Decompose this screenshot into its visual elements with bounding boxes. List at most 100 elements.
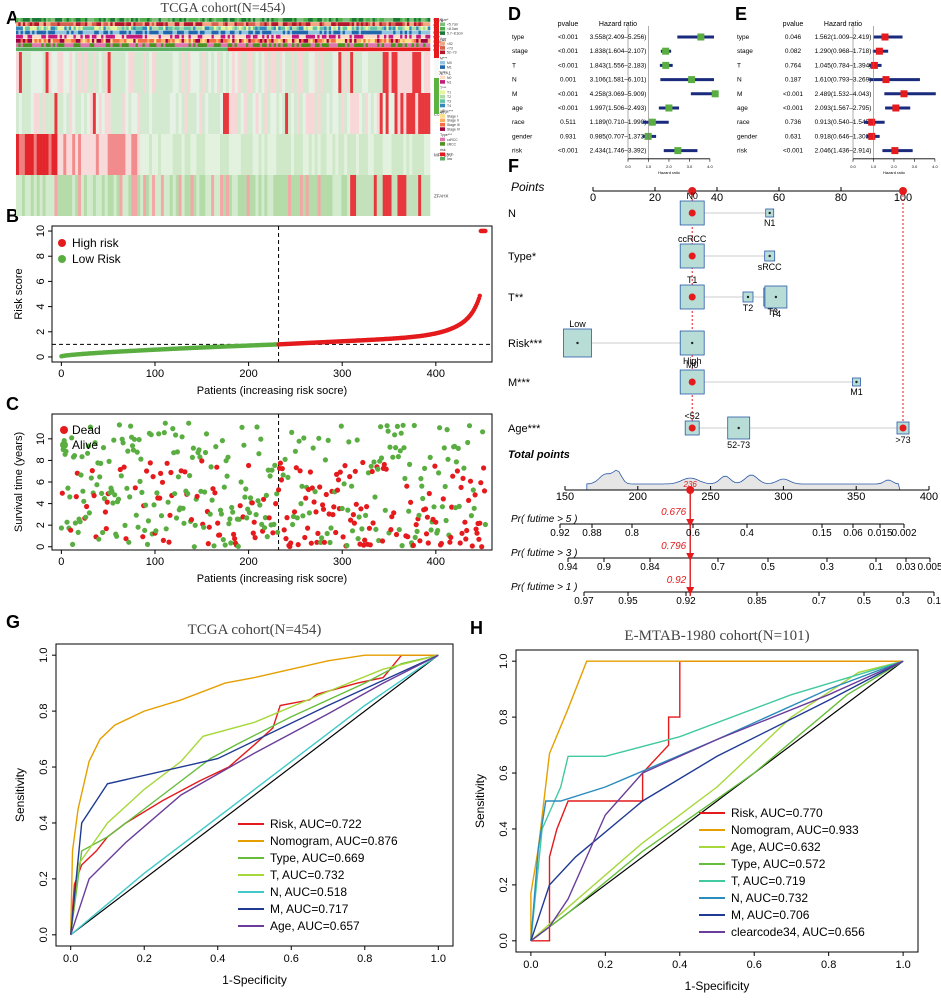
- probability-tick-label: 0.85: [747, 596, 767, 607]
- annotation-cell: [119, 34, 123, 39]
- annotation-cell: [18, 30, 21, 35]
- survival-point: [174, 449, 180, 455]
- annotation-cell: [377, 26, 380, 31]
- annotation-cell: [423, 34, 426, 39]
- annotation-cell: [87, 18, 90, 22]
- annotation-cell: [52, 30, 56, 35]
- annotation-cell: [372, 18, 376, 22]
- annotation-cell: [45, 30, 49, 35]
- heatmap-cell: [373, 52, 378, 93]
- annotation-cell: [427, 26, 431, 31]
- annotation-cell: [50, 39, 54, 43]
- legend-item: Stage I: [447, 114, 458, 118]
- annotation-cell: [425, 34, 428, 39]
- annotation-cell: [91, 34, 95, 39]
- annotation-cell: [365, 18, 369, 22]
- annotation-cell: [333, 34, 336, 39]
- annotation-cell: [397, 22, 401, 26]
- annotation-cell: [416, 39, 419, 43]
- survival-point: [398, 430, 404, 436]
- heatmap-cell: [367, 175, 372, 216]
- annotation-cell: [372, 43, 376, 47]
- annotation-cell: [239, 43, 242, 47]
- heatmap-cell: [27, 93, 32, 134]
- heatmap-cell: [45, 93, 49, 134]
- legend-item: N0: [447, 76, 451, 80]
- probability-tick-label: 0.95: [618, 596, 638, 607]
- annotation-cell: [386, 18, 389, 22]
- annotation-cell: [43, 43, 47, 47]
- survival-point: [207, 511, 213, 517]
- annotation-cell: [395, 18, 399, 22]
- heatmap-cell: [18, 52, 23, 93]
- annotation-cell: [112, 26, 116, 31]
- annotation-cell: [179, 47, 182, 52]
- survival-point: [335, 477, 342, 483]
- panel-letter-E: E: [735, 4, 747, 24]
- heatmap-cell: [48, 175, 52, 216]
- heatmap-cell: [178, 52, 182, 93]
- heatmap-cell: [228, 93, 233, 134]
- annotation-cell: [204, 26, 208, 31]
- y-tick-label: 0.8: [38, 703, 50, 718]
- heatmap-cell: [36, 134, 40, 175]
- annotation-cell: [292, 39, 295, 43]
- annotation-cell: [144, 26, 148, 31]
- annotation-cell: [319, 26, 323, 31]
- heatmap-cell: [45, 52, 49, 93]
- heatmap-cell: [359, 93, 363, 134]
- survival-point: [132, 485, 138, 491]
- annotation-cell: [289, 26, 293, 31]
- row-pvalue: 0.931: [560, 133, 577, 140]
- survival-point: [69, 435, 75, 441]
- survival-point: [473, 526, 479, 532]
- heatmap-cell: [217, 52, 221, 93]
- annotation-cell: [269, 34, 272, 39]
- annotation-cell: [420, 34, 424, 39]
- survival-point: [442, 483, 448, 490]
- annotation-cell: [131, 47, 134, 52]
- row-name: gender: [737, 133, 758, 140]
- annotation-cell: [229, 18, 233, 22]
- heatmap-cell: [157, 93, 162, 134]
- annotation-cell: [262, 18, 265, 22]
- annotation-cell: [229, 22, 233, 26]
- annotation-cell: [218, 34, 221, 39]
- annotation-row-label: stage***: [433, 40, 447, 44]
- annotation-cell: [301, 26, 304, 31]
- survival-point: [175, 474, 181, 480]
- annotation-cell: [186, 18, 189, 22]
- annotation-cell: [200, 43, 203, 47]
- annotation-cell: [319, 47, 323, 52]
- annotation-cell: [193, 34, 196, 39]
- level-label: 52-73: [727, 440, 750, 450]
- annotation-cell: [200, 18, 203, 22]
- annotation-cell: [423, 18, 426, 22]
- heatmap-cell: [279, 175, 283, 216]
- annotation-cell: [121, 47, 125, 52]
- annotation-cell: [407, 26, 410, 31]
- annotation-cell: [239, 30, 242, 35]
- annotation-cell: [342, 43, 346, 47]
- row-hr-text: 2.489(1.532–4.043): [815, 91, 872, 98]
- annotation-cell: [381, 30, 385, 35]
- annotation-cell: [232, 30, 235, 35]
- annotation-cell: [206, 26, 210, 31]
- annotation-cell: [43, 30, 47, 35]
- heatmap-cell: [356, 134, 360, 175]
- level-box: [679, 369, 705, 395]
- annotation-cell: [333, 22, 336, 26]
- annotation-cell: [75, 22, 79, 26]
- heatmap-cell: [92, 52, 97, 93]
- annotation-cell: [372, 34, 376, 39]
- annotation-cell: [402, 47, 405, 52]
- level-marker: [688, 378, 696, 386]
- annotation-cell: [188, 26, 192, 31]
- survival-point: [255, 498, 261, 504]
- annotation-cell: [340, 18, 343, 22]
- annotation-cell: [294, 43, 297, 47]
- annotation-cell: [303, 22, 307, 26]
- annotation-cell: [413, 26, 417, 31]
- survival-point: [395, 454, 401, 460]
